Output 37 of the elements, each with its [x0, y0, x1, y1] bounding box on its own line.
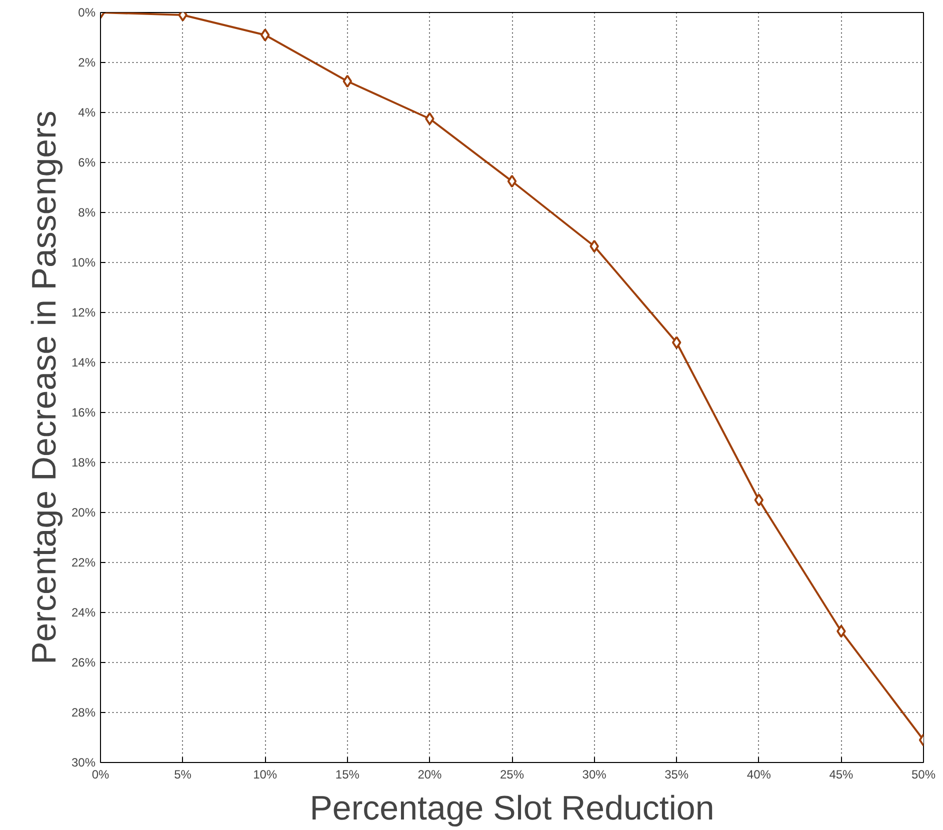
y-tick-label: 16% [71, 406, 96, 420]
y-tick-label: 30% [71, 756, 96, 770]
point [672, 336, 682, 349]
x-axis-title: Percentage Slot Reduction [310, 790, 714, 828]
x-tick-label: 15% [335, 768, 360, 782]
x-tick-label: 5% [174, 768, 192, 782]
x-tick-label: 50% [911, 768, 936, 782]
point [590, 240, 599, 253]
y-tick-label: 10% [71, 256, 96, 270]
x-tick-label: 35% [664, 768, 689, 782]
y-tick-label: 28% [71, 706, 96, 720]
y-tick-label: 8% [78, 206, 96, 220]
y-tick-label: 2% [78, 56, 96, 70]
x-tick-label: 10% [253, 768, 278, 782]
point [836, 624, 846, 638]
point [425, 112, 434, 126]
y-tick-label: 14% [71, 356, 96, 370]
y-tick-label: 4% [78, 106, 96, 120]
y-tick-label: 20% [71, 506, 96, 520]
x-tick-label: 30% [582, 768, 607, 782]
y-axis-title: Percentage Decrease in Passengers [25, 110, 64, 664]
y-tick-label: 26% [71, 656, 96, 670]
y-tick-label: 0% [78, 6, 96, 20]
point [260, 28, 270, 42]
x-tick-label: 25% [500, 768, 524, 782]
point [507, 174, 517, 188]
y-tick-label: 6% [78, 156, 96, 170]
y-tick-label: 22% [71, 556, 96, 570]
point [754, 494, 764, 506]
y-tick-label: 24% [71, 606, 96, 620]
x-tick-label: 0% [92, 768, 110, 782]
x-tick-label: 20% [418, 768, 442, 782]
point [342, 74, 352, 88]
x-tick-label: 40% [746, 768, 772, 782]
y-tick-label: 18% [71, 456, 96, 470]
y-tick-label: 12% [71, 306, 96, 320]
x-tick-label: 45% [829, 768, 854, 782]
